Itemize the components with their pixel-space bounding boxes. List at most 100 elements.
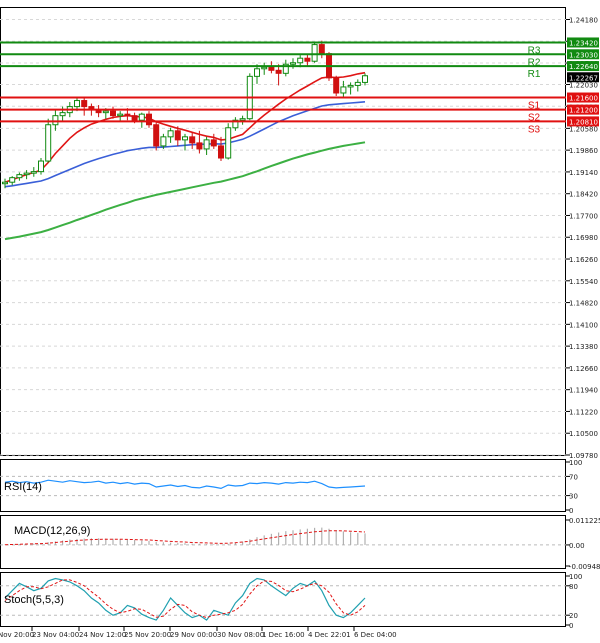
price-tick-label: 1.14100 [569,321,598,329]
macd-indicator: 0.011225 0.00 -0.009486 [0,517,600,571]
candle-body [138,113,145,121]
candle-body [182,136,188,141]
stoch-indicator: 100 80 20 0 [0,573,582,630]
tick-label: 0.00 [569,542,585,550]
x-tick-label: Nov 20:00 [0,631,34,639]
price-tick-label: 1.10500 [569,430,598,438]
stoch-panel [0,572,566,627]
candle-body [268,66,275,71]
price-tick-label: 1.16260 [569,256,598,264]
candle-body [218,145,224,159]
candle-body [304,57,311,62]
level-label-r1: R1 [528,69,541,80]
rsi-indicator: 100 70 30 0 [0,459,582,515]
tick-label: 0 [569,622,573,630]
rsi-panel [0,459,566,512]
price-tick-label: 1.14820 [569,300,598,308]
tick-label: 100 [569,459,582,467]
candle-body [239,118,246,121]
tick-label: 30 [569,493,578,501]
price-grid [0,18,566,456]
candle-body [261,66,268,70]
x-tick-label: 30 Nov 08:00 [217,631,264,639]
level-tag-r2: 1.23030 [569,51,598,59]
level-label-s3: S3 [528,124,541,135]
candle-body [59,112,66,117]
x-tick-label: 29 Nov 00:00 [170,631,217,639]
candle-body [311,44,318,62]
ma-green-line [4,141,366,241]
candle-body [354,81,361,86]
level-tag-s2: 1.21200 [569,107,598,115]
level-tag-bg [567,92,599,103]
level-tag-bg [567,61,599,72]
candle-body [318,44,325,55]
stoch-label: Stoch(5,5,3) [4,594,64,606]
stoch-main-line [4,577,366,621]
x-tick-label: 6 Dec 04:00 [354,631,397,639]
candle-body [16,174,23,179]
candle-body [110,110,116,117]
candle-body [210,139,217,147]
candle-body [117,113,124,117]
candle-body [333,77,340,94]
candle-body [23,172,30,176]
price-tick-label: 1.13380 [569,343,598,351]
candle-body [45,124,52,162]
price-tick-label: 1.11220 [569,408,598,416]
tick-label: 0 [569,507,573,515]
level-tag-s1: 1.21600 [569,95,598,103]
pivot-levels: R3 1.23420 R2 1.23030 R1 1.22640 S1 1.21600 S2 1.… [0,37,599,135]
candle-body [232,119,239,129]
x-tick-label: 24 Nov 12:00 [79,631,126,639]
level-label-s2: S2 [528,113,541,124]
price-tick-label: 1.20580 [569,125,598,133]
candle-body [160,136,167,147]
level-tag-bg [567,116,599,127]
candle-body [52,115,59,126]
price-tick-label: 1.18420 [569,191,598,199]
candle-body [102,110,109,114]
level-label-r2: R2 [528,57,541,68]
price-tick-label: 1.15540 [569,278,598,286]
x-tick-label: 23 Nov 04:00 [32,631,79,639]
price-tick-label: 1.17700 [569,212,598,220]
level-tag-s3: 1.20810 [569,118,598,126]
price-tick-label: 1.24180 [569,16,598,24]
candle-body [196,142,203,150]
x-tick-label: 25 Nov 20:00 [124,631,171,639]
tick-label: 0.011225 [569,517,600,525]
tick-label: 70 [569,473,578,481]
tick-label: 100 [569,573,582,581]
price-tick-label: 1.12660 [569,365,598,373]
macd-signal-line [4,530,366,546]
level-tag-r3: 1.23420 [569,39,598,47]
price-tick-label: 1.09780 [569,452,598,460]
candle-body [167,130,174,138]
ma-red-line [4,71,366,183]
level-label-r3: R3 [528,45,541,56]
current-price-tag-bg [567,72,599,83]
macd-label: MACD(12,26,9) [14,525,90,537]
candle-body [153,124,160,147]
level-tag-r1: 1.22640 [569,63,598,71]
candle-body [124,113,131,117]
candle-body [9,177,16,183]
candle-body [297,57,304,64]
x-tick-label: 1 Dec 16:00 [262,631,305,639]
rsi-label: RSI(14) [4,481,42,493]
candle-body [225,127,232,159]
candle-body [174,130,181,141]
candle-body [131,115,138,121]
candle-body [74,100,80,108]
candle-body [347,84,354,88]
candle-body [340,86,347,94]
candle-body [290,62,296,65]
price-tick-label: 1.19140 [569,169,598,177]
level-tag-bg [567,104,599,115]
level-tag-bg [567,49,599,60]
tick-label: 20 [569,612,578,620]
candle-body [146,113,152,126]
